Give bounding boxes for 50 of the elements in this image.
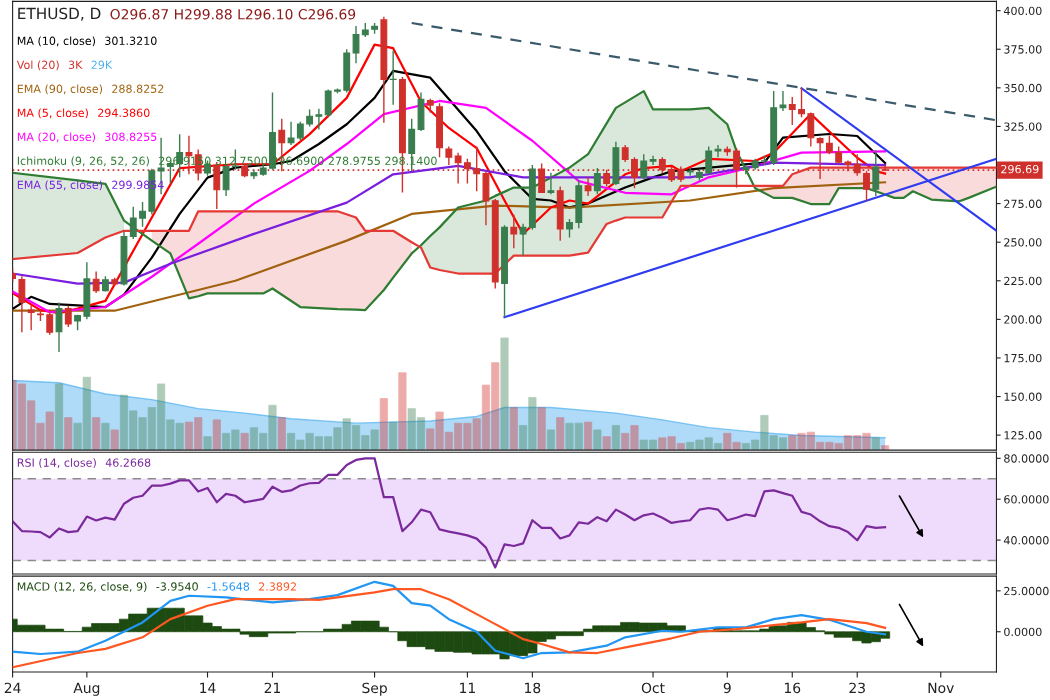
y-tick-label: 80.0000 xyxy=(1004,454,1049,463)
x-tick-label: 9 xyxy=(723,682,731,694)
y-tick-label: 375.00 xyxy=(1004,45,1042,54)
x-tick-label: Nov xyxy=(928,682,954,694)
text: EMA (90, close) xyxy=(17,84,103,95)
x-tick-label: 24 xyxy=(4,682,21,693)
x-tick-label: 18 xyxy=(525,682,541,694)
text: MA (20, close) xyxy=(17,132,96,143)
y-tick-label: 150.00 xyxy=(1004,392,1042,401)
y-tick-label: 275.00 xyxy=(1004,199,1042,208)
y-tick-label: 175.00 xyxy=(1004,353,1042,363)
x-tick-label: 16 xyxy=(784,682,801,694)
x-tick-label: Sep xyxy=(362,682,387,696)
y-tick-label: 25.0000 xyxy=(1004,586,1049,596)
x-tick-label: 21 xyxy=(264,682,281,693)
annotation: 308.8255 xyxy=(105,132,157,141)
text: EMA (55, close) xyxy=(17,180,103,191)
text: RSI (14, close) xyxy=(17,458,96,469)
series-label: Ichimoku (9, 26, 52, 26) xyxy=(17,156,149,167)
annotation: 29K xyxy=(91,60,113,69)
x-tick-label: 11 xyxy=(460,682,475,693)
chart-subtitle: O296.87 H299.88 L296.10 C296.69 xyxy=(110,8,356,20)
annotation: 2.3892 xyxy=(259,582,296,591)
x-tick-label: 23 xyxy=(849,682,865,694)
x-tick-label: Aug xyxy=(73,682,100,696)
y-tick-label: 60.0000 xyxy=(1004,495,1049,504)
text: MA (10, close) xyxy=(17,36,96,47)
annotation: 301.3210 xyxy=(105,36,157,45)
annotation: -1.5648 xyxy=(207,582,250,591)
series-label: MACD (12, 26, close, 9) xyxy=(17,582,147,593)
ref-line-label: 296.69 xyxy=(1001,164,1039,174)
annotation: 3K xyxy=(68,60,83,69)
x-tick-label: Oct xyxy=(641,682,665,694)
y-tick-label: 40.0000 xyxy=(1003,536,1049,545)
y-tick-label: 350.00 xyxy=(1004,83,1042,93)
annotation: 46.2668 xyxy=(105,458,151,467)
x-tick-label: 14 xyxy=(200,682,216,693)
y-tick-label: 200.00 xyxy=(1004,315,1042,324)
text: Vol (20) xyxy=(16,60,59,71)
y-tick-label: 125.00 xyxy=(1004,431,1042,440)
annotation: -3.9540 xyxy=(156,582,198,591)
text: MA (5, close) xyxy=(17,108,88,119)
annotation: 294.3860 xyxy=(98,108,150,117)
y-tick-label: 225.00 xyxy=(1004,276,1042,286)
y-tick-label: 0.0000 xyxy=(1004,627,1042,637)
chart-title: ETHUSD, D xyxy=(18,7,101,21)
y-tick-label: 250.00 xyxy=(1004,238,1042,247)
y-tick-label: 400.00 xyxy=(1003,6,1042,16)
y-tick-label: 325.00 xyxy=(1004,122,1042,131)
annotation: 288.8252 xyxy=(112,84,164,93)
